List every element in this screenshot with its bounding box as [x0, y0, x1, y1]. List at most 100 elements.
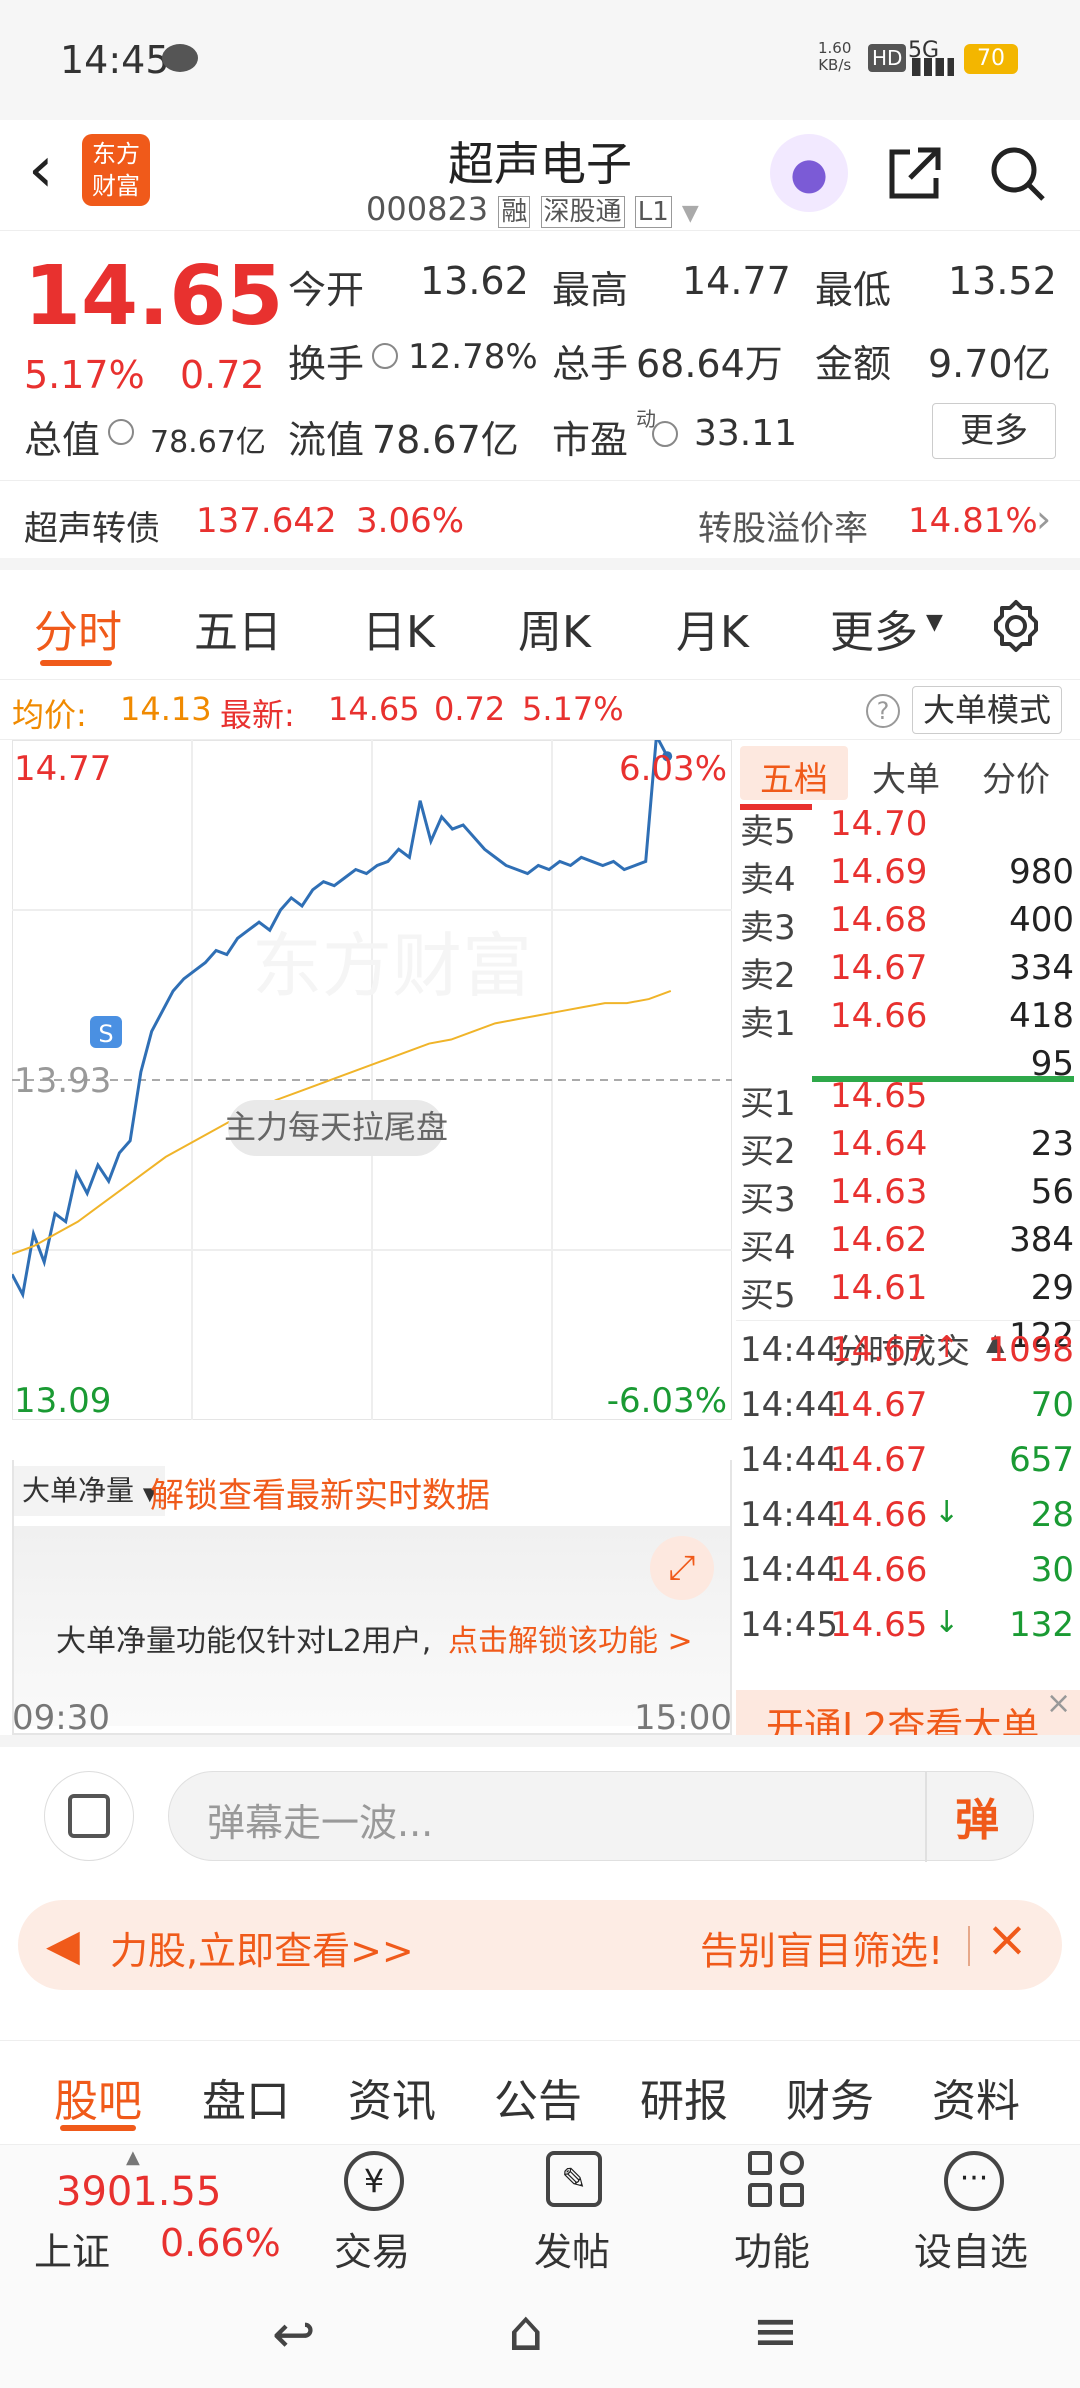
bid-4-label: 买4 [740, 1228, 796, 1268]
tab-handicap[interactable]: 盘口 [202, 2076, 290, 2127]
bid-4-volume: 29 [1030, 1268, 1074, 1308]
chevron-down-icon: ▼ [926, 610, 943, 635]
high-label: 最高 [552, 268, 629, 312]
info-icon[interactable] [372, 343, 398, 369]
tab-intraday[interactable]: 分时 [34, 607, 122, 658]
tab-big-orders[interactable]: 大单 [872, 760, 940, 800]
robot-avatar-icon[interactable] [770, 134, 848, 212]
tick-price: 14.66 [830, 1550, 928, 1590]
level-tag: L1 [634, 196, 672, 228]
mcap-value: 78.67亿 [150, 425, 266, 460]
tab-price-dist[interactable]: 分价 [982, 760, 1050, 800]
tab-research[interactable]: 研报 [640, 2076, 728, 2127]
tab-monthly-k[interactable]: 月K [676, 607, 749, 658]
search-icon[interactable] [988, 144, 1048, 204]
intraday-chart[interactable]: 东方财富 14.77 13.93 13.09 6.03% -6.03% S 主力… [12, 740, 732, 1420]
tab-five-levels[interactable]: 五档 [760, 760, 828, 800]
close-icon[interactable]: × [986, 1910, 1028, 1968]
promo-left-text: 力股,立即查看>> [110, 1929, 414, 1973]
bid-3-label: 买3 [740, 1180, 796, 1220]
trade-icon[interactable]: ¥ [344, 2151, 404, 2211]
help-icon[interactable]: ? [866, 694, 900, 728]
more-button[interactable]: 更多 [932, 403, 1056, 459]
tick-volume: 30 [1030, 1550, 1074, 1590]
promo-banner[interactable]: ◀ 力股,立即查看>> 告别盲目筛选! × [0, 1890, 1080, 2040]
index-name[interactable]: 上证 [34, 2230, 111, 2274]
bid-5-price: 14.61 [830, 1268, 928, 1308]
high-value: 14.77 [682, 259, 791, 303]
chevron-right-icon: › [1036, 497, 1052, 541]
ask-2-volume: 418 [1009, 996, 1074, 1036]
tab-5day[interactable]: 五日 [194, 607, 282, 658]
barrage-input[interactable]: 弹幕走一波... 弹 [168, 1771, 1034, 1862]
barrage-settings-icon[interactable] [44, 1771, 134, 1861]
order-book: 五档 大单 分价 分时成交 ▲ 卖5 14.70 980 卖4 14.69 400 卖3 14… [736, 740, 1080, 1460]
change-value: 0.72 [180, 353, 265, 397]
tab-announcements[interactable]: 公告 [494, 2076, 582, 2127]
float-cap-label: 流值 [288, 418, 365, 462]
tick-price: 14.67 [830, 1385, 928, 1425]
status-bar: 14:45 1.60 KB/s HD 5G 70 [0, 0, 1080, 120]
net-speed: 1.60 KB/s [818, 39, 852, 74]
tick-time: 14:44 [740, 1330, 838, 1370]
add-watchlist-button[interactable]: 设自选 [914, 2230, 1029, 2274]
tab-weekly-k[interactable]: 周K [518, 607, 591, 658]
pct-max-label: 6.03% [619, 749, 727, 789]
expand-icon[interactable]: ⤢ [650, 1536, 714, 1600]
big-order-mode-button[interactable]: 大单模式 [912, 686, 1062, 734]
tab-indicator [60, 2125, 136, 2131]
tab-guba[interactable]: 股吧 [54, 2076, 142, 2127]
close-icon[interactable]: × [1046, 1686, 1072, 1721]
avg-line [12, 990, 672, 1255]
back-nav-icon[interactable]: ↩ [272, 2305, 316, 2365]
unlock-link[interactable]: 解锁查看最新实时数据 [150, 1476, 490, 1516]
index-pct[interactable]: 0.66% [160, 2221, 281, 2265]
tick-time: 14:44 [740, 1495, 838, 1535]
tab-more[interactable]: 更多 [830, 607, 918, 658]
info-icon[interactable] [108, 419, 134, 445]
info-icon[interactable] [652, 421, 678, 447]
tab-finance[interactable]: 财务 [786, 2076, 874, 2127]
premium-label: 转股溢价率 [698, 509, 868, 549]
l2-unlock-link[interactable]: 点击解锁该功能 > [448, 1624, 693, 1659]
convertible-bond-row[interactable]: 超声转债 137.642 3.06% 转股溢价率 14.81% › [0, 480, 1080, 570]
barrage-send-button[interactable]: 弹 [955, 1795, 999, 1846]
trade-button[interactable]: 交易 [334, 2230, 411, 2274]
logo-text-1: 东方 [92, 140, 140, 168]
bid-1-label: 买1 [740, 1084, 796, 1124]
ticks-title[interactable]: 分时成交 [834, 1332, 970, 1372]
share-icon[interactable] [884, 144, 944, 204]
ask-5-price: 14.70 [830, 804, 928, 844]
signal-icon [912, 58, 954, 76]
net-volume-dropdown[interactable]: 大单净量 ▼ [14, 1466, 165, 1516]
tab-news[interactable]: 资讯 [348, 2076, 436, 2127]
s-badge-icon[interactable] [90, 1016, 122, 1048]
function-grid-icon[interactable] [748, 2151, 806, 2209]
back-icon[interactable]: ‹ [28, 133, 54, 207]
locked-area[interactable] [14, 1526, 730, 1726]
open-label: 今开 [288, 268, 365, 312]
chevron-down-icon[interactable]: ▼ [681, 201, 699, 226]
gear-icon[interactable] [988, 598, 1044, 654]
post-button[interactable]: 发帖 [534, 2230, 611, 2274]
function-button[interactable]: 功能 [734, 2230, 811, 2274]
home-icon[interactable]: ⌂ [508, 2299, 544, 2364]
index-value[interactable]: 3901.55 [56, 2169, 222, 2215]
bid-1-volume: 23 [1030, 1124, 1074, 1164]
tip-pill[interactable] [228, 1100, 444, 1156]
intraday-area: 东方财富 14.77 13.93 13.09 6.03% -6.03% S 主力… [0, 740, 1080, 1460]
last-price-dot [662, 751, 673, 762]
tick-time: 14:44 [740, 1550, 838, 1590]
bid-2-label: 买2 [740, 1132, 796, 1172]
quote-panel: 14.65 5.17% 0.72 今开 13.62 最高 14.77 最低 13… [0, 230, 1080, 480]
menu-icon[interactable]: ≡ [752, 2299, 799, 2364]
tab-daily-k[interactable]: 日K [362, 607, 435, 658]
tab-profile[interactable]: 资料 [932, 2076, 1020, 2127]
more-dots-icon[interactable]: ··· [944, 2151, 1004, 2211]
post-icon[interactable]: ✎ [546, 2151, 602, 2207]
last-price: 14.65 [24, 249, 284, 344]
price-line [12, 740, 669, 1300]
tick-direction: ↓ [934, 1495, 960, 1530]
bottom-toolbar: ▲ 3901.55 上证 0.66% ¥ 交易 ✎ 发帖 功能 ··· 设自选 [0, 2145, 1080, 2275]
ask-3-volume: 334 [1009, 948, 1074, 988]
